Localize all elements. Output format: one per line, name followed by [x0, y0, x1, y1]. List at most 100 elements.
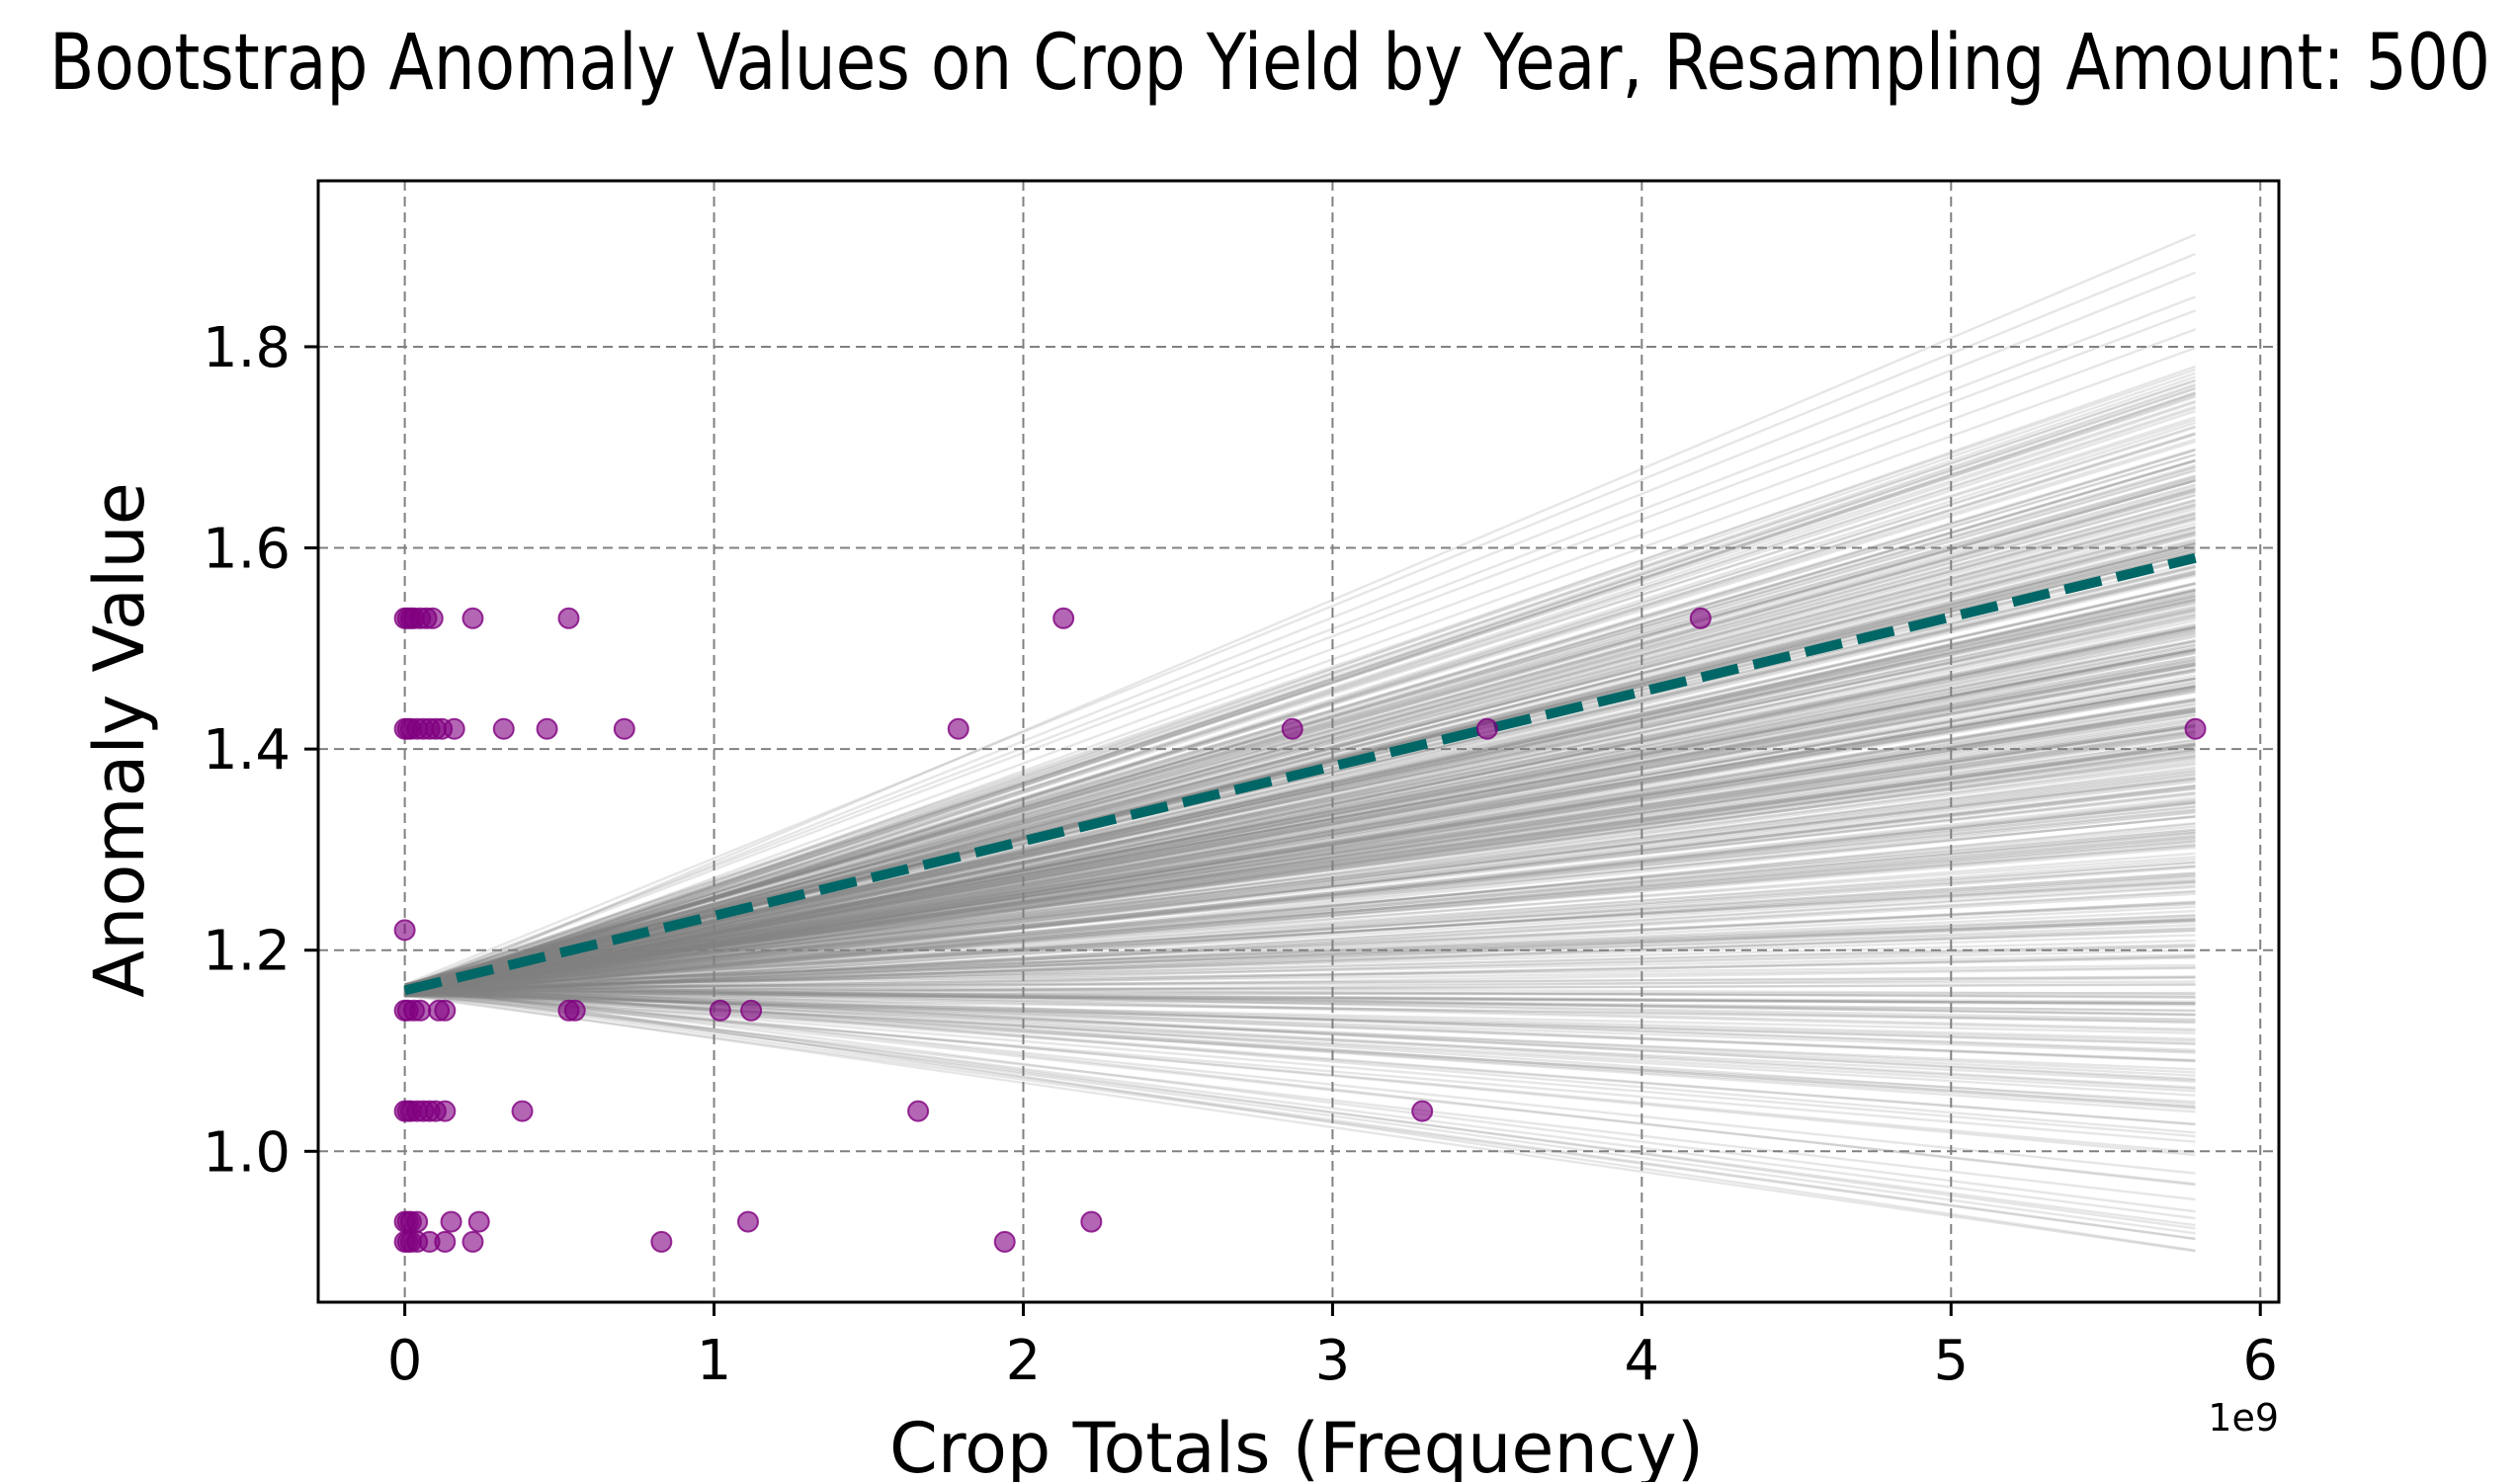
bootstrap-line	[404, 599, 2196, 989]
bootstrap-line	[404, 629, 2196, 991]
bootstrap-line	[404, 405, 2196, 997]
bootstrap-line	[404, 410, 2196, 995]
bootstrap-line	[404, 709, 2196, 989]
bootstrap-line	[404, 983, 2196, 1082]
bootstrap-line	[404, 544, 2196, 993]
data-point	[2184, 717, 2207, 740]
bootstrap-line	[404, 639, 2196, 987]
bootstrap-line	[404, 532, 2196, 988]
bootstrap-line	[404, 865, 2196, 997]
bootstrap-line	[404, 489, 2196, 992]
bootstrap-line	[404, 945, 2196, 996]
bootstrap-line	[404, 748, 2196, 992]
bootstrap-line	[404, 801, 2196, 991]
bootstrap-line	[404, 733, 2196, 991]
bootstrap-line	[404, 511, 2196, 993]
bootstrap-line	[404, 989, 2196, 1013]
bootstrap-line	[404, 707, 2196, 992]
bootstrap-line	[404, 719, 2196, 997]
bootstrap-line	[404, 984, 2196, 1030]
bootstrap-line	[404, 811, 2196, 998]
data-point	[563, 999, 586, 1022]
bootstrap-line	[404, 391, 2196, 992]
bootstrap-line	[404, 392, 2196, 994]
bootstrap-line	[404, 919, 2196, 987]
bootstrap-line	[404, 830, 2196, 996]
bootstrap-line	[404, 395, 2196, 988]
bootstrap-line	[404, 572, 2196, 988]
bootstrap-line	[404, 778, 2196, 989]
bootstrap-line	[404, 730, 2196, 994]
bootstrap-line	[404, 716, 2196, 988]
bootstrap-line	[404, 648, 2196, 990]
bootstrap-line	[404, 963, 2196, 987]
bootstrap-line	[404, 990, 2196, 1138]
bootstrap-line	[404, 488, 2196, 992]
bootstrap-line	[404, 602, 2196, 992]
bootstrap-line	[404, 983, 2196, 1025]
bootstrap-line	[404, 512, 2196, 998]
bootstrap-line	[404, 985, 2196, 1089]
bootstrap-line	[404, 592, 2196, 991]
bootstrap-line	[404, 399, 2196, 988]
bootstrap-line	[404, 746, 2196, 989]
bootstrap-line	[404, 685, 2196, 994]
bootstrap-line	[404, 984, 2196, 1017]
bootstrap-line	[404, 541, 2196, 992]
bootstrap-line	[404, 987, 2196, 1077]
bootstrap-line	[404, 770, 2196, 989]
bootstrap-line	[404, 590, 2196, 989]
bootstrap-line	[404, 987, 2196, 1126]
bootstrap-line	[404, 534, 2196, 998]
bootstrap-line	[404, 438, 2196, 988]
data-point	[557, 607, 580, 629]
bootstrap-line	[404, 743, 2196, 997]
bootstrap-line	[404, 667, 2196, 992]
data-point	[907, 1100, 930, 1122]
bootstrap-line	[404, 664, 2196, 991]
bootstrap-line	[404, 674, 2196, 993]
bootstrap-line	[404, 799, 2196, 997]
bootstrap-line	[404, 379, 2196, 988]
bootstrap-line	[404, 650, 2196, 992]
bootstrap-line	[404, 516, 2196, 994]
bootstrap-line	[404, 966, 2196, 996]
bootstrap-line	[404, 989, 2196, 1157]
bootstrap-line	[404, 433, 2196, 996]
bootstrap-line	[404, 610, 2196, 988]
bootstrap-line	[404, 924, 2196, 995]
bootstrap-line	[404, 987, 2196, 1113]
bootstrap-line	[404, 781, 2196, 994]
chart-title: Bootstrap Anomaly Values on Crop Yield b…	[49, 19, 2490, 108]
bootstrap-line	[404, 657, 2196, 997]
bootstrap-line	[404, 791, 2196, 989]
bootstrap-line	[404, 587, 2196, 994]
bootstrap-line	[404, 802, 2196, 997]
data-point	[1052, 607, 1075, 629]
data-point	[1475, 717, 1498, 740]
bootstrap-line	[404, 984, 2196, 1016]
bootstrap-line	[404, 871, 2196, 990]
bootstrap-line	[404, 745, 2196, 990]
bootstrap-line	[404, 516, 2196, 994]
bootstrap-line	[404, 688, 2196, 996]
plot-frame	[316, 179, 2281, 1304]
bootstrap-line	[404, 740, 2196, 997]
bootstrap-line	[404, 927, 2196, 987]
data-point	[709, 999, 731, 1022]
bootstrap-line	[404, 648, 2196, 997]
bootstrap-line	[404, 861, 2196, 988]
bootstrap-line	[404, 745, 2196, 986]
bootstrap-line	[404, 814, 2196, 998]
data-point	[462, 1230, 484, 1253]
bootstrap-line	[404, 864, 2196, 994]
bootstrap-line	[404, 627, 2196, 988]
bootstrap-line	[404, 730, 2196, 996]
bootstrap-line	[404, 989, 2196, 1097]
bootstrap-line	[404, 772, 2196, 991]
bootstrap-line	[404, 724, 2196, 994]
bootstrap-line	[404, 625, 2196, 995]
bootstrap-line	[404, 588, 2196, 993]
x-tick-label: 1	[697, 1329, 732, 1393]
y-tick-label: 1.0	[203, 1120, 291, 1185]
